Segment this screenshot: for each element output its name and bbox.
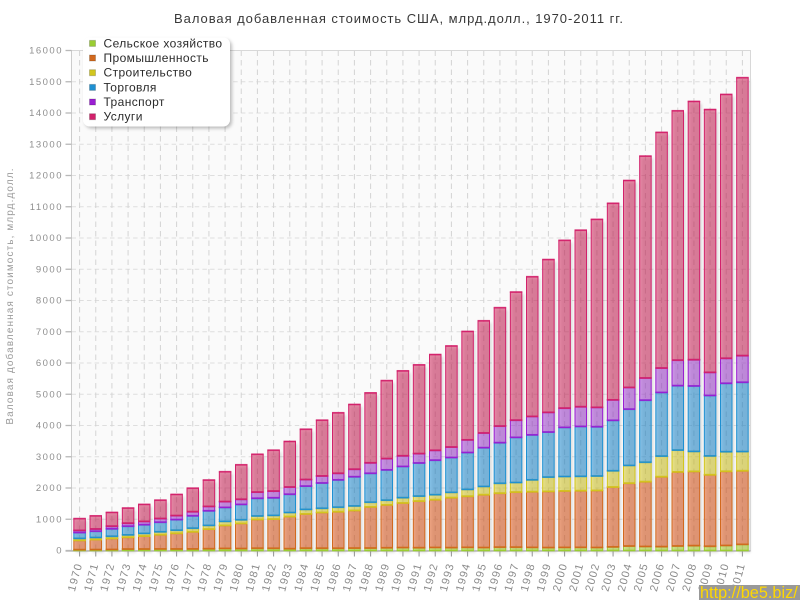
svg-text:12000: 12000 bbox=[29, 171, 63, 182]
svg-text:Услуги: Услуги bbox=[104, 110, 143, 124]
svg-text:0: 0 bbox=[56, 546, 63, 557]
svg-text:3000: 3000 bbox=[36, 452, 63, 463]
svg-text:5000: 5000 bbox=[36, 389, 63, 400]
svg-text:8000: 8000 bbox=[36, 296, 63, 307]
svg-text:11000: 11000 bbox=[30, 202, 63, 213]
svg-text:Валовая добавленная стоимость: Валовая добавленная стоимость США, млрд.… bbox=[174, 11, 624, 26]
svg-text:Валовая добавленная стоимость,: Валовая добавленная стоимость, млрд.долл… bbox=[4, 167, 16, 424]
svg-text:Промышленность: Промышленность bbox=[104, 51, 209, 65]
svg-text:Строительство: Строительство bbox=[104, 66, 193, 80]
svg-text:http://be5.biz/: http://be5.biz/ bbox=[700, 584, 798, 600]
svg-text:Сельское хозяйство: Сельское хозяйство bbox=[104, 36, 223, 50]
svg-text:Транспорт: Транспорт bbox=[104, 95, 165, 109]
svg-text:10000: 10000 bbox=[29, 233, 63, 244]
svg-text:2000: 2000 bbox=[36, 483, 63, 494]
svg-text:6000: 6000 bbox=[36, 358, 63, 369]
svg-text:15000: 15000 bbox=[29, 77, 63, 88]
svg-text:Торговля: Торговля bbox=[104, 80, 157, 94]
svg-text:14000: 14000 bbox=[29, 108, 63, 119]
svg-text:13000: 13000 bbox=[29, 139, 63, 150]
svg-text:9000: 9000 bbox=[36, 264, 63, 275]
svg-text:7000: 7000 bbox=[36, 327, 63, 338]
svg-text:4000: 4000 bbox=[36, 421, 63, 432]
svg-text:1000: 1000 bbox=[36, 514, 63, 525]
svg-text:16000: 16000 bbox=[29, 46, 63, 57]
